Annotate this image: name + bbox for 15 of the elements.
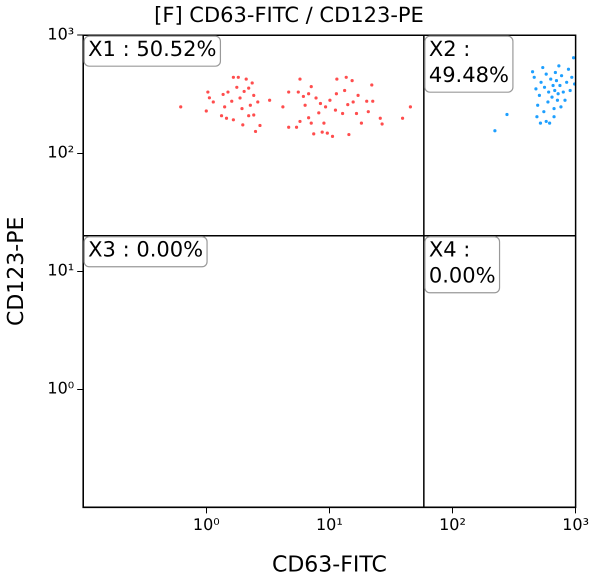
- chart-title: [F] CD63-FITC / CD123-PE: [154, 3, 424, 28]
- x-tick-label: 10²: [439, 515, 466, 534]
- x-axis-title: CD63-FITC: [272, 552, 387, 578]
- annotation: X2 : 49.48%: [428, 37, 509, 88]
- y-tick-label: 10²: [47, 142, 74, 162]
- x-tick-label: 10³: [562, 515, 590, 534]
- y-axis-title: CD123-PE: [4, 216, 29, 326]
- y-tick-label: 10⁰: [47, 378, 74, 398]
- y-tick-label: 10³: [47, 24, 74, 44]
- annotation: X3 : 0.00%: [88, 238, 204, 262]
- x-tick-label: 10¹: [316, 515, 343, 534]
- annotation: X1 : 50.52%: [88, 37, 216, 62]
- annotation: X4 : 0.00%: [428, 238, 496, 288]
- y-tick-label: 10¹: [47, 260, 74, 280]
- x-tick-label: 10⁰: [192, 515, 220, 534]
